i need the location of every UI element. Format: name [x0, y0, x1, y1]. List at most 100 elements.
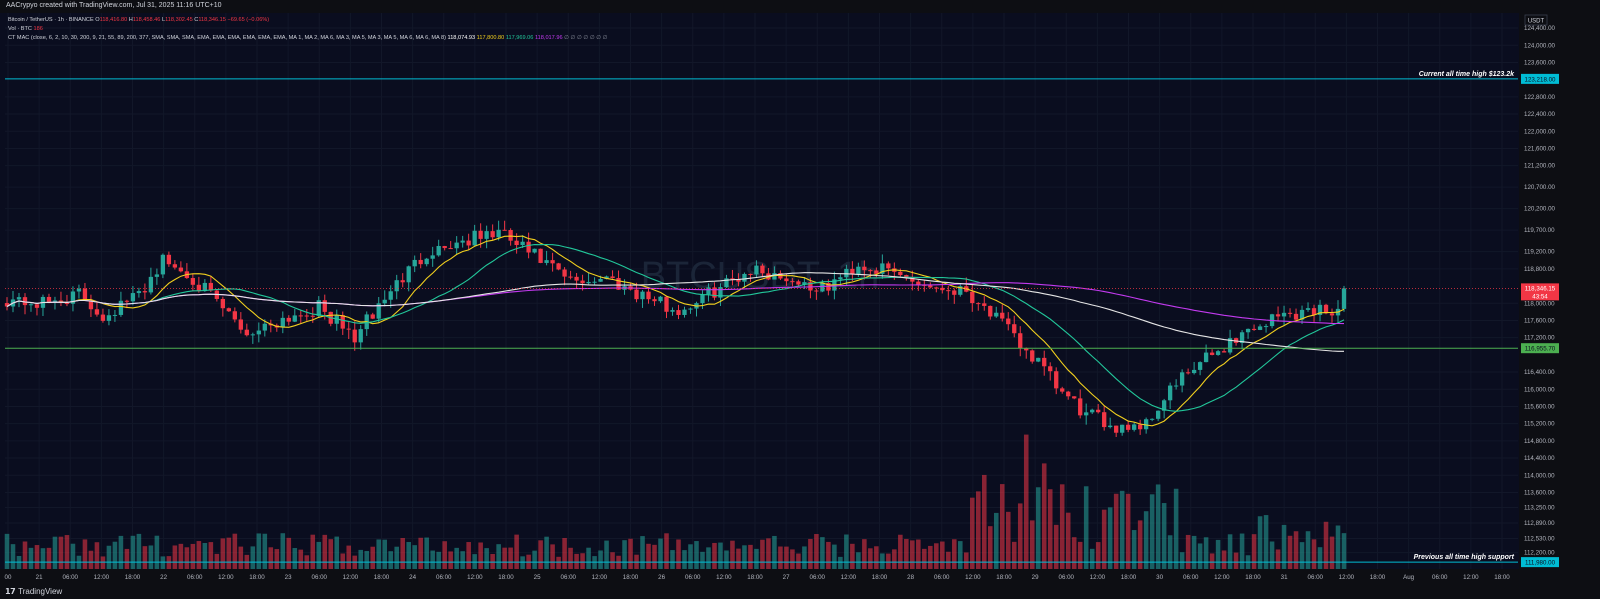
candle-body[interactable]	[640, 291, 645, 300]
candle-body[interactable]	[748, 273, 753, 275]
candle-body[interactable]	[1084, 412, 1089, 416]
candle-body[interactable]	[670, 310, 675, 312]
candle-body[interactable]	[838, 277, 843, 280]
candle-body[interactable]	[736, 279, 741, 282]
candle-body[interactable]	[388, 291, 393, 300]
candle-body[interactable]	[1341, 288, 1347, 309]
candle-body[interactable]	[1251, 328, 1257, 330]
candle-body[interactable]	[232, 311, 237, 320]
candle-body[interactable]	[406, 266, 411, 283]
candle-body[interactable]	[946, 290, 951, 292]
candle-body[interactable]	[904, 275, 909, 278]
candle-body[interactable]	[1054, 371, 1059, 389]
candle-body[interactable]	[1030, 350, 1035, 362]
candle-body[interactable]	[886, 263, 891, 269]
candle-body[interactable]	[1239, 332, 1245, 343]
candle-body[interactable]	[958, 286, 963, 295]
candle-body[interactable]	[1024, 348, 1029, 351]
candle-body[interactable]	[466, 240, 471, 246]
candle-body[interactable]	[208, 282, 214, 291]
candle-body[interactable]	[1185, 372, 1191, 374]
candle-body[interactable]	[604, 276, 609, 279]
time-axis[interactable]: 00 21 06:00 12:00 18:00 22 06:00 12:00 18:00 23 06…	[0, 569, 1600, 586]
candle-body[interactable]	[1311, 308, 1317, 315]
candle-body[interactable]	[952, 290, 957, 295]
candle-body[interactable]	[346, 328, 351, 330]
candle-body[interactable]	[130, 293, 136, 302]
candle-body[interactable]	[352, 329, 357, 343]
candle-body[interactable]	[652, 299, 657, 302]
candle-body[interactable]	[28, 304, 34, 306]
candle-body[interactable]	[1167, 385, 1173, 401]
candle-body[interactable]	[142, 291, 148, 293]
candle-body[interactable]	[22, 297, 28, 306]
candle-body[interactable]	[928, 285, 933, 288]
candle-body[interactable]	[1096, 409, 1101, 413]
candle-body[interactable]	[334, 315, 339, 324]
candle-body[interactable]	[1173, 385, 1179, 387]
candle-body[interactable]	[1126, 424, 1131, 430]
candle-body[interactable]	[190, 278, 196, 285]
candle-body[interactable]	[1263, 326, 1269, 328]
candle-body[interactable]	[310, 315, 315, 317]
candle-body[interactable]	[712, 287, 717, 298]
candle-body[interactable]	[136, 291, 142, 294]
candle-body[interactable]	[1060, 388, 1065, 392]
candle-body[interactable]	[1323, 304, 1329, 314]
price-chart[interactable]: BTCUSDT, 1h 00 21 06:00 12:00 18:00 22 06:00 12…	[0, 13, 1600, 586]
candle-body[interactable]	[718, 287, 723, 298]
candle-body[interactable]	[46, 296, 52, 303]
candle-body[interactable]	[298, 315, 303, 317]
candle-body[interactable]	[16, 297, 22, 300]
candle-body[interactable]	[988, 305, 993, 317]
candle-body[interactable]	[730, 278, 735, 280]
candle-body[interactable]	[262, 323, 267, 331]
candle-body[interactable]	[574, 276, 579, 281]
candle-body[interactable]	[544, 260, 549, 263]
candle-body[interactable]	[1191, 369, 1197, 374]
candle-body[interactable]	[382, 299, 387, 304]
candle-body[interactable]	[1305, 308, 1311, 310]
candle-body[interactable]	[418, 259, 423, 265]
candle-body[interactable]	[1012, 324, 1017, 334]
candle-body[interactable]	[64, 303, 70, 305]
candle-body[interactable]	[76, 288, 82, 292]
candle-body[interactable]	[802, 282, 807, 285]
candle-body[interactable]	[1227, 338, 1233, 353]
candle-body[interactable]	[1221, 351, 1227, 353]
candle-body[interactable]	[700, 294, 705, 304]
candle-body[interactable]	[490, 231, 495, 238]
candle-body[interactable]	[682, 309, 687, 315]
candle-body[interactable]	[154, 274, 160, 277]
candle-body[interactable]	[112, 314, 118, 316]
candle-body[interactable]	[598, 278, 603, 282]
candle-body[interactable]	[982, 303, 987, 306]
candle-body[interactable]	[394, 280, 399, 292]
candle-body[interactable]	[244, 329, 249, 336]
candle-body[interactable]	[898, 271, 903, 276]
candle-body[interactable]	[70, 291, 76, 304]
candle-body[interactable]	[160, 254, 166, 275]
candle-body[interactable]	[562, 269, 567, 277]
candle-body[interactable]	[550, 260, 555, 264]
candle-body[interactable]	[934, 287, 939, 289]
legend-indicator-row[interactable]: CT MAC (close, 6, 2, 10, 30, 200, 9, 21,…	[8, 34, 608, 43]
candle-body[interactable]	[910, 277, 915, 282]
candle-body[interactable]	[370, 314, 375, 319]
candle-body[interactable]	[1281, 312, 1287, 317]
candle-body[interactable]	[166, 254, 172, 265]
candle-body[interactable]	[220, 298, 225, 309]
candle-body[interactable]	[1245, 328, 1251, 333]
candle-body[interactable]	[658, 296, 663, 302]
candle-body[interactable]	[1114, 425, 1119, 433]
candle-body[interactable]	[460, 240, 465, 243]
candle-body[interactable]	[514, 240, 519, 246]
candle-body[interactable]	[442, 246, 447, 249]
candle-body[interactable]	[34, 304, 40, 308]
candle-body[interactable]	[1018, 333, 1023, 349]
candle-body[interactable]	[250, 334, 255, 336]
candle-body[interactable]	[784, 278, 789, 282]
candle-body[interactable]	[916, 281, 921, 285]
candle-body[interactable]	[448, 248, 453, 250]
candle-body[interactable]	[1102, 412, 1107, 428]
